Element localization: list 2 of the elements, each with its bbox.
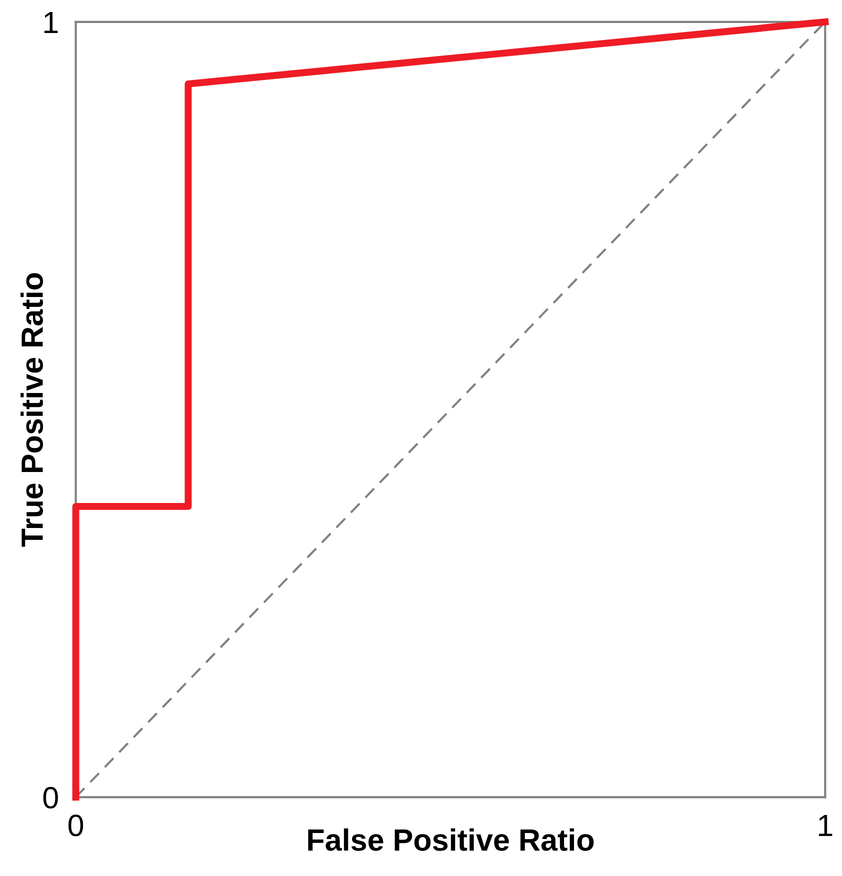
y-axis-title: True Positive Ratio <box>20 273 44 547</box>
x-axis-title: False Positive Ratio <box>308 828 594 851</box>
